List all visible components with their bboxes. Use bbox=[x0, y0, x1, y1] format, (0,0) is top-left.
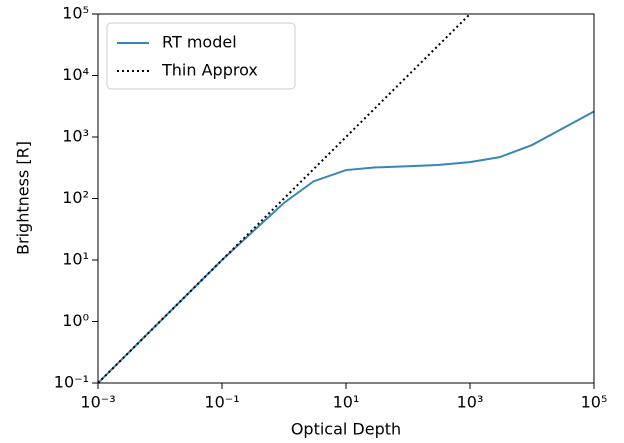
y-tick-label: 10² bbox=[62, 188, 89, 207]
y-axis-label: Brightness [R] bbox=[14, 141, 33, 255]
y-tick-label: 10³ bbox=[62, 127, 89, 146]
y-tick-label: 10⁻¹ bbox=[54, 373, 89, 392]
legend-label: Thin Approx bbox=[161, 61, 258, 80]
data-line bbox=[98, 14, 471, 383]
x-tick-label: 10⁻³ bbox=[80, 393, 115, 412]
y-tick-label: 10⁴ bbox=[62, 65, 89, 84]
x-tick-label: 10⁻¹ bbox=[204, 393, 239, 412]
x-tick-label: 10⁵ bbox=[581, 393, 608, 412]
plot-frame bbox=[97, 13, 595, 384]
plot-area bbox=[98, 14, 594, 383]
y-tick-label: 10⁰ bbox=[62, 311, 89, 330]
x-tick-label: 10³ bbox=[457, 393, 484, 412]
data-line bbox=[98, 110, 594, 383]
legend-label: RT model bbox=[162, 33, 237, 52]
y-tick-label: 10¹ bbox=[62, 250, 89, 269]
y-tick-label: 10⁵ bbox=[62, 4, 89, 23]
legend-box bbox=[106, 22, 296, 90]
x-tick-label: 10¹ bbox=[333, 393, 360, 412]
x-axis-label: Optical Depth bbox=[291, 420, 401, 439]
